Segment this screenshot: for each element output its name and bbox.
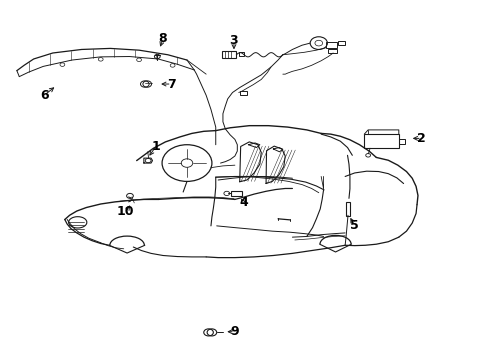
- Bar: [364, 134, 398, 148]
- Bar: [398, 139, 404, 144]
- Text: 1: 1: [151, 140, 160, 153]
- Bar: [239, 91, 246, 95]
- Text: 10: 10: [117, 205, 134, 218]
- Text: 8: 8: [159, 32, 167, 45]
- Bar: [238, 52, 244, 56]
- Text: 7: 7: [167, 77, 176, 90]
- Text: 6: 6: [40, 89, 48, 102]
- Bar: [337, 41, 345, 45]
- Text: 4: 4: [239, 197, 247, 210]
- Bar: [222, 51, 236, 58]
- Text: 5: 5: [349, 219, 358, 232]
- Text: 9: 9: [230, 325, 239, 338]
- Text: 3: 3: [229, 34, 238, 47]
- Bar: [346, 202, 349, 216]
- Bar: [325, 42, 336, 48]
- Bar: [328, 49, 336, 53]
- Text: 2: 2: [417, 132, 426, 145]
- Bar: [231, 191, 241, 196]
